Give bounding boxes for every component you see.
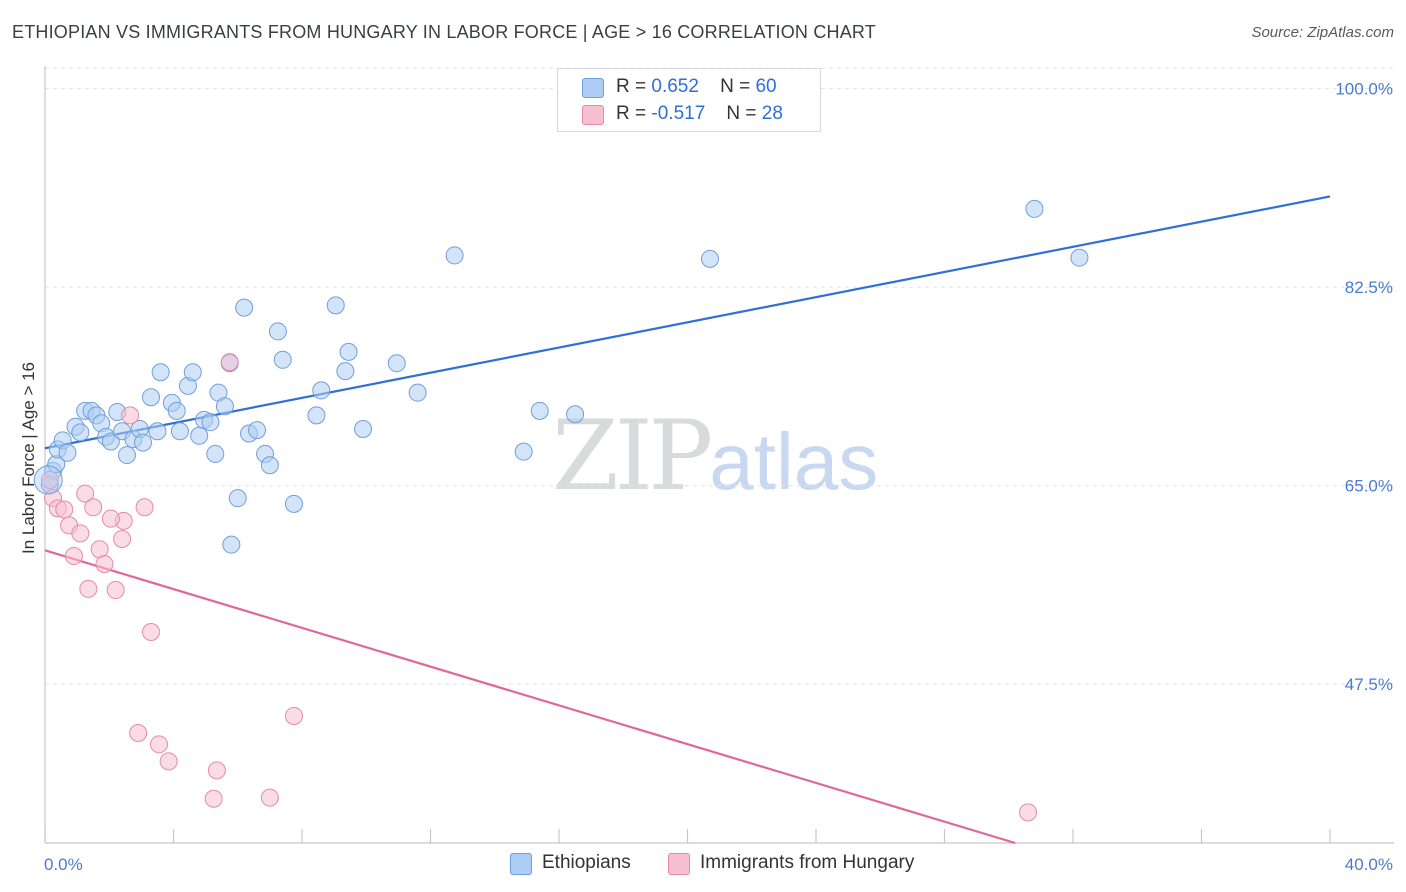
ethiopians-point: [228, 489, 247, 508]
watermark-atlas: atlas: [709, 417, 879, 506]
hungary-point: [79, 579, 98, 598]
ethiopians-point: [445, 246, 464, 265]
data-points: [33, 199, 1089, 822]
watermark: ZIPatlas: [552, 400, 878, 512]
ethiopians-point: [133, 433, 152, 452]
hungary-point: [71, 524, 90, 543]
legend-n-value: 60: [755, 76, 777, 97]
hungary-point: [204, 789, 223, 808]
hungary-point: [101, 509, 120, 528]
tick-labels: 100.0% 82.5% 65.0% 47.5% 0.0% 40.0%: [44, 80, 1393, 874]
hungary-point: [1019, 803, 1038, 822]
hungary-point: [220, 353, 239, 372]
ethiopians-point: [248, 421, 267, 440]
hungary-point: [135, 498, 154, 517]
y-tick-label: 100.0%: [1335, 80, 1393, 99]
ethiopians-point: [222, 535, 241, 554]
hungary-point: [40, 471, 59, 490]
ethiopians-point: [151, 363, 170, 382]
ethiopians-trend-line: [44, 195, 1331, 450]
source-label: Source: ZipAtlas.com: [1251, 24, 1394, 41]
ethiopians-point: [167, 401, 186, 420]
ethiopians-point: [206, 444, 225, 463]
ethiopians-point: [566, 405, 585, 424]
bottom-legend-swatch-hungary: [668, 853, 690, 875]
y-tick-label: 82.5%: [1345, 278, 1393, 297]
ethiopians-point: [190, 426, 209, 445]
legend-text-hungary: R = -0.517 N = 28: [616, 103, 783, 125]
y-axis-label: In Labor Force | Age > 16: [19, 362, 38, 554]
bottom-legend-label-hungary: Immigrants from Hungary: [700, 852, 915, 873]
hungary-trend-line: [44, 549, 1016, 845]
ethiopians-point: [148, 422, 167, 441]
hungary-point: [260, 788, 279, 807]
ethiopians-point: [71, 423, 90, 442]
ethiopians-point: [284, 494, 303, 513]
ethiopians-point: [201, 413, 220, 432]
hungary-point: [129, 723, 148, 742]
ethiopians-point: [142, 388, 161, 407]
legend-r-value: -0.517: [651, 103, 706, 124]
ethiopians-point: [336, 362, 355, 381]
ethiopians-point: [312, 381, 331, 400]
hungary-point: [55, 500, 74, 519]
bottom-legend-swatch-ethiopians: [510, 853, 532, 875]
ethiopians-point: [339, 342, 358, 361]
ethiopians-point: [268, 322, 287, 341]
legend-n-label: N =: [726, 103, 757, 124]
hungary-point: [142, 623, 161, 642]
legend-n-value: 28: [761, 103, 783, 124]
x-tick-label: 40.0%: [1345, 855, 1393, 874]
hungary-point: [76, 484, 95, 503]
hungary-point: [106, 581, 125, 600]
legend-r-label: R =: [616, 76, 647, 97]
hungary-point: [121, 406, 140, 425]
hungary-point: [84, 498, 103, 517]
ethiopians-point: [700, 249, 719, 268]
ethiopians-point: [273, 350, 292, 369]
ethiopians-point: [33, 465, 63, 495]
x-tick-label: 0.0%: [44, 855, 83, 874]
hungary-point: [207, 761, 226, 780]
legend-n-label: N =: [720, 76, 751, 97]
ethiopians-point: [260, 456, 279, 475]
ethiopians-point: [326, 296, 345, 315]
legend-r-label: R =: [616, 103, 647, 124]
chart-title: ETHIOPIAN VS IMMIGRANTS FROM HUNGARY IN …: [12, 22, 876, 42]
ethiopians-point: [408, 383, 427, 402]
ethiopians-point: [514, 442, 533, 461]
ethiopians-point: [215, 397, 234, 416]
axes: [44, 66, 1394, 844]
ethiopians-point: [1025, 199, 1044, 218]
hungary-point: [64, 547, 83, 566]
ethiopians-point: [1070, 248, 1089, 267]
ethiopians-point: [387, 354, 406, 373]
legend-swatch-ethiopians: [582, 78, 604, 98]
legend-r-value: 0.652: [651, 76, 699, 97]
legend: R = 0.652 N = 60 R = -0.517 N = 28: [557, 68, 821, 132]
bottom-legend-label-ethiopians: Ethiopians: [542, 852, 631, 873]
hungary-point: [284, 706, 303, 725]
hungary-point: [150, 735, 169, 754]
y-tick-label: 47.5%: [1345, 675, 1393, 694]
ethiopians-point: [530, 401, 549, 420]
ethiopians-point: [170, 422, 189, 441]
hungary-point: [113, 530, 132, 549]
hungary-point: [95, 554, 114, 573]
ethiopians-point: [58, 443, 77, 462]
trend-lines: [44, 195, 1331, 845]
ethiopians-point: [354, 419, 373, 438]
ethiopians-point: [183, 363, 202, 382]
legend-text-ethiopians: R = 0.652 N = 60: [616, 76, 777, 98]
ethiopians-point: [307, 406, 326, 425]
y-tick-label: 65.0%: [1345, 477, 1393, 496]
grid-lines: [45, 67, 1394, 685]
ethiopians-point: [235, 298, 254, 317]
ethiopians-point: [117, 446, 136, 465]
ethiopians-point: [101, 432, 120, 451]
legend-swatch-hungary: [582, 105, 604, 125]
hungary-point: [159, 752, 178, 771]
